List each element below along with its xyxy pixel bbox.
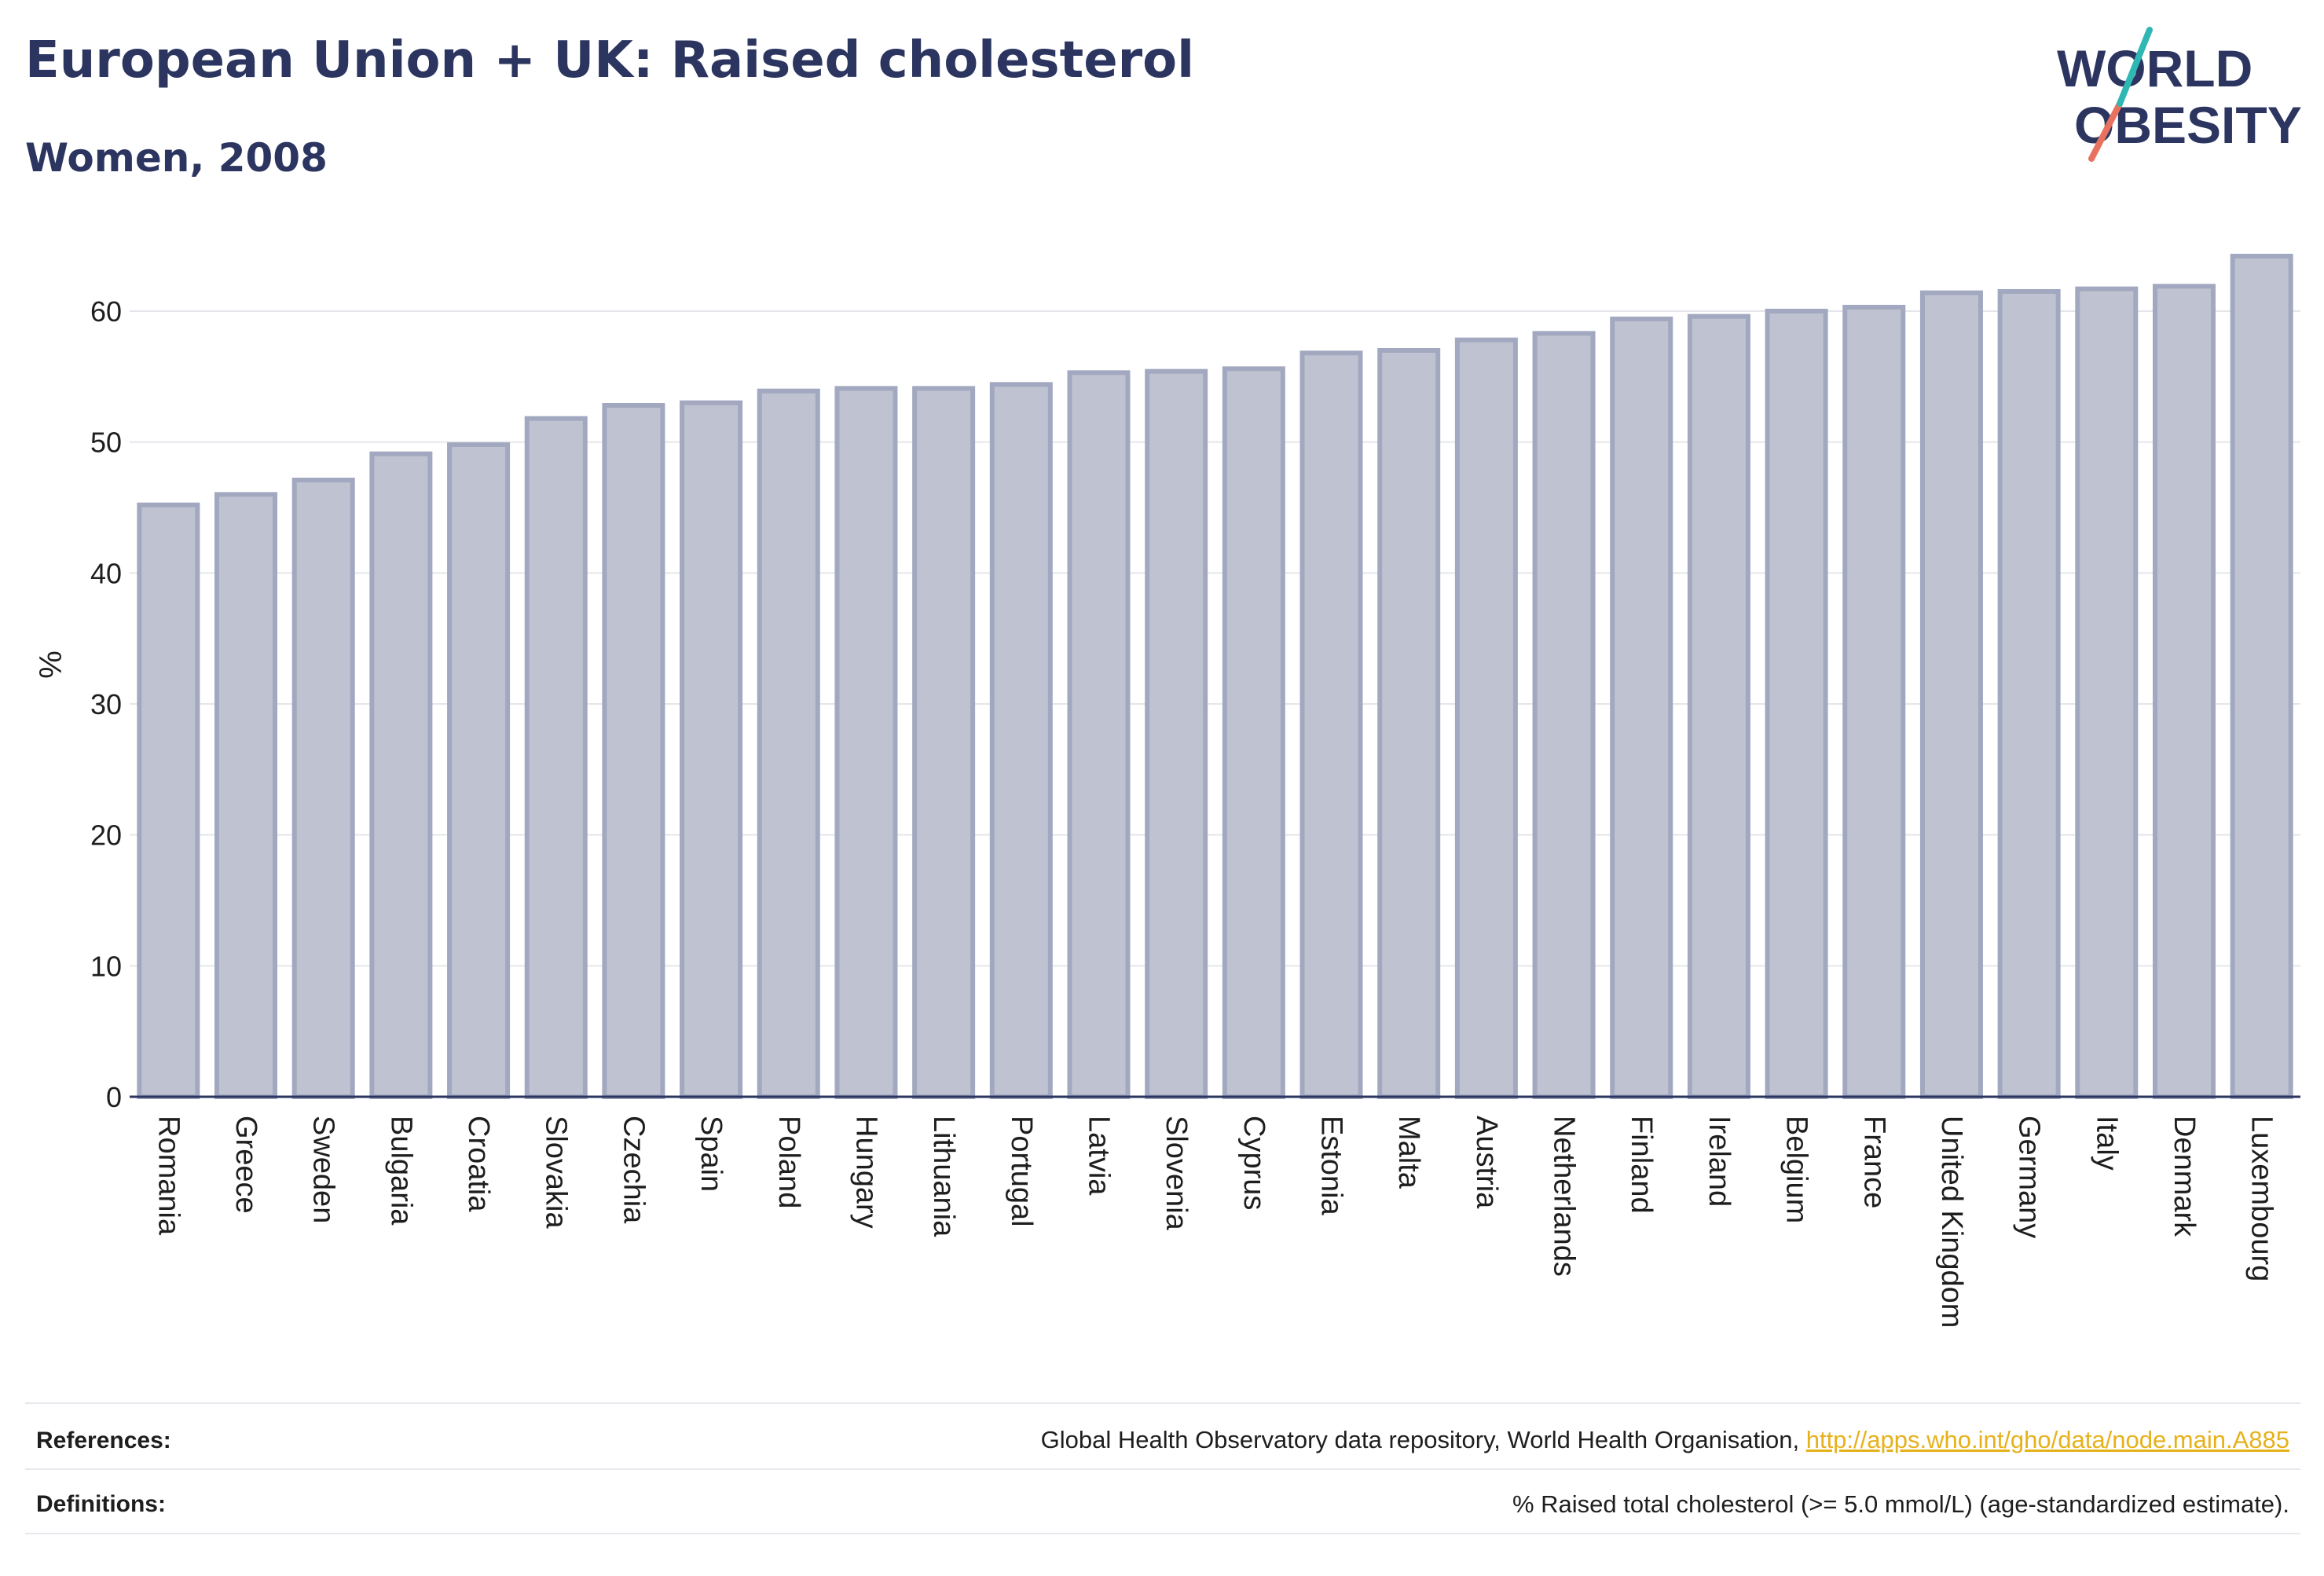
x-tick-label: Denmark <box>2168 1116 2201 1237</box>
bar <box>369 451 433 1099</box>
footer-divider-middle <box>25 1468 2300 1470</box>
bar <box>1842 305 1906 1099</box>
x-tick-label: Czechia <box>617 1116 650 1224</box>
x-tick-label: Greece <box>229 1116 262 1214</box>
chart-title: European Union + UK: Raised cholesterol <box>25 31 1195 90</box>
bar-chart: 0 10 20 30 40 50 60 Romania Greece Sweden Bulgari… <box>34 254 2300 1328</box>
y-tick-label: 20 <box>90 819 122 852</box>
bar <box>1299 350 1363 1100</box>
bar <box>2075 286 2139 1100</box>
y-axis-ticks: 0 10 20 30 40 50 60 <box>90 295 122 1113</box>
x-axis-ticks: Romania Greece Sweden Bulgaria Croatia Slovak… <box>152 1116 2278 1328</box>
bar <box>1067 370 1131 1100</box>
y-tick-label: 50 <box>90 427 122 459</box>
chart-subtitle: Women, 2008 <box>25 135 328 181</box>
world-obesity-logo: WORLD OBESITY <box>2057 27 2302 162</box>
bar <box>1454 337 1518 1099</box>
bar <box>214 492 278 1099</box>
references-label: References: <box>36 1428 171 1453</box>
x-tick-label: Romania <box>152 1116 185 1236</box>
bar <box>757 388 820 1099</box>
x-tick-label: Lithuania <box>927 1116 960 1237</box>
bar <box>1222 366 1285 1100</box>
bar <box>1997 289 2061 1099</box>
x-tick-label: Finland <box>1625 1116 1658 1214</box>
bars <box>137 254 2293 1100</box>
x-tick-label: Spain <box>695 1116 728 1192</box>
definitions-text: % Raised total cholesterol (>= 5.0 mmol/… <box>1512 1490 2289 1518</box>
bar <box>2152 284 2216 1099</box>
bar <box>1532 331 1596 1100</box>
x-tick-label: Bulgaria <box>384 1116 417 1226</box>
y-tick-label: 0 <box>106 1081 122 1113</box>
bar <box>2230 254 2293 1099</box>
x-tick-label: France <box>1857 1116 1890 1208</box>
bar <box>989 382 1053 1100</box>
bar <box>137 502 200 1099</box>
x-tick-label: Belgium <box>1780 1116 1813 1223</box>
bar <box>1765 309 1828 1099</box>
bar <box>1610 317 1673 1099</box>
x-tick-label: Luxembourg <box>2245 1116 2278 1281</box>
references-text: Global Health Observatory data repositor… <box>1041 1426 2289 1454</box>
x-tick-label: Estonia <box>1315 1116 1348 1216</box>
x-tick-label: Cyprus <box>1237 1116 1270 1210</box>
references-source: Global Health Observatory data repositor… <box>1040 1426 1806 1453</box>
y-axis-label: % <box>34 651 68 679</box>
y-tick-label: 40 <box>90 557 122 589</box>
x-tick-label: Italy <box>2090 1116 2123 1171</box>
bar <box>1919 290 1983 1099</box>
x-tick-label: Malta <box>1392 1116 1425 1189</box>
y-tick-label: 10 <box>90 950 122 982</box>
bar <box>1377 348 1441 1099</box>
x-tick-label: Portugal <box>1005 1116 1038 1227</box>
x-tick-label: Croatia <box>462 1116 495 1212</box>
definitions-label: Definitions: <box>36 1491 166 1517</box>
x-tick-label: Slovenia <box>1160 1116 1193 1231</box>
bar <box>912 386 976 1100</box>
bar <box>680 400 743 1099</box>
x-tick-label: Sweden <box>307 1116 340 1223</box>
x-tick-label: Slovakia <box>540 1116 573 1229</box>
x-tick-label: Ireland <box>1703 1116 1736 1207</box>
y-tick-label: 60 <box>90 295 122 328</box>
x-tick-label: United Kingdom <box>1935 1116 1968 1328</box>
bar <box>1687 313 1750 1099</box>
bar <box>524 416 588 1099</box>
footer-divider-top <box>25 1402 2300 1404</box>
x-tick-label: Poland <box>772 1116 805 1208</box>
x-tick-label: Hungary <box>849 1116 882 1229</box>
x-tick-label: Austria <box>1470 1116 1503 1209</box>
logo-line1: WORLD <box>2057 39 2253 97</box>
x-tick-label: Latvia <box>1082 1116 1115 1196</box>
bar <box>1145 368 1208 1099</box>
footer-divider-bottom <box>25 1533 2300 1534</box>
x-tick-label: Germany <box>2013 1116 2046 1238</box>
bar <box>447 442 511 1099</box>
y-tick-label: 30 <box>90 688 122 720</box>
bar <box>602 403 665 1099</box>
references-link[interactable]: http://apps.who.int/gho/data/node.main.A… <box>1805 1426 2289 1453</box>
x-tick-label: Netherlands <box>1548 1116 1581 1277</box>
bar <box>291 478 355 1099</box>
bar <box>834 386 898 1100</box>
